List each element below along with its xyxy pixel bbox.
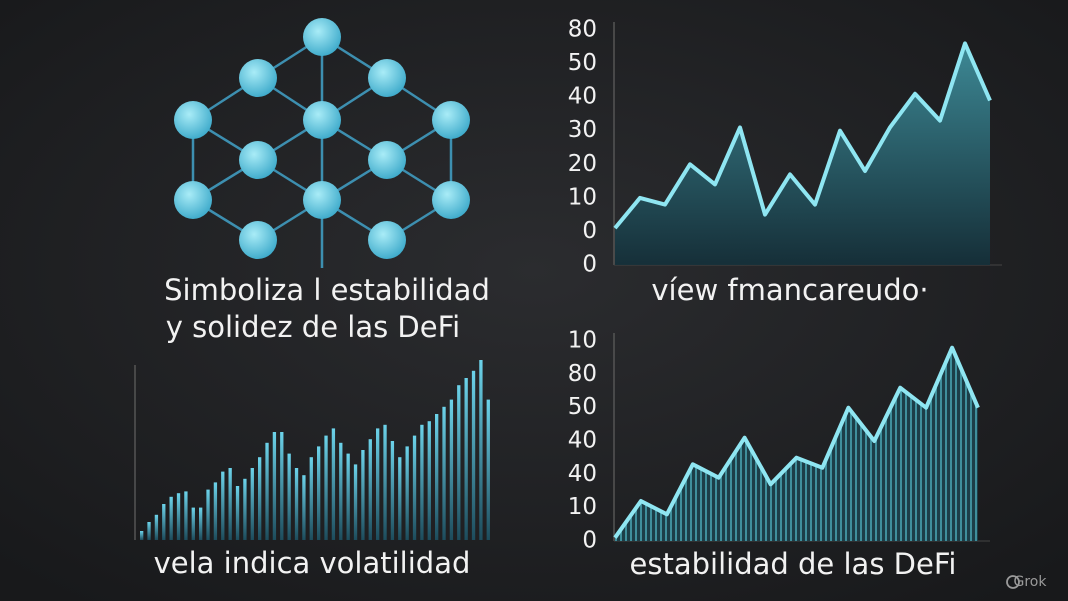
caption: víew fmancareudo· — [651, 273, 928, 307]
bar — [206, 489, 210, 540]
network-node — [174, 181, 212, 219]
watermark: Grok — [1014, 574, 1048, 590]
bar — [162, 504, 166, 540]
bar — [199, 507, 203, 540]
bar — [324, 435, 328, 540]
bar — [412, 435, 417, 540]
bar — [169, 496, 173, 540]
caption: y solidez de las DeFi — [166, 310, 460, 344]
network-node — [368, 141, 406, 179]
bar — [140, 531, 144, 540]
y-axis-label: 10 — [568, 494, 597, 520]
network-node — [303, 18, 341, 56]
area — [615, 43, 990, 266]
y-axis-label: 50 — [568, 50, 597, 76]
bar — [353, 464, 358, 540]
bar — [287, 453, 291, 540]
bar — [390, 441, 395, 540]
bar — [479, 360, 483, 540]
bar — [368, 439, 372, 540]
bar — [464, 378, 468, 540]
bar — [191, 507, 195, 540]
bar — [258, 457, 262, 540]
y-axis-label: 0 — [582, 528, 597, 554]
bar — [339, 442, 343, 540]
network-node — [174, 101, 212, 139]
bar — [449, 399, 454, 540]
y-axis-label: 40 — [568, 461, 597, 487]
caption: estabilidad de las DeFi — [630, 547, 957, 581]
y-axis-label: 40 — [568, 84, 597, 110]
y-axis-label: 0 — [582, 218, 597, 244]
line — [613, 345, 980, 539]
bar — [228, 468, 232, 540]
network-node — [303, 101, 341, 139]
bar — [383, 424, 387, 540]
y-axis-label: 10 — [568, 184, 597, 210]
bar — [420, 424, 424, 540]
bar — [442, 406, 446, 540]
bar — [471, 370, 476, 540]
network-node — [432, 101, 470, 139]
bar — [309, 457, 313, 540]
y-axis-label: 40 — [568, 428, 597, 454]
network-diagram — [174, 18, 470, 268]
y-axis-label: 80 — [568, 361, 597, 387]
bar — [398, 457, 402, 540]
bar — [154, 514, 159, 540]
network-node — [432, 181, 470, 219]
bar — [427, 421, 431, 540]
bar — [331, 428, 336, 540]
line — [613, 41, 992, 230]
bar — [376, 428, 380, 540]
bar — [280, 432, 284, 540]
bar — [176, 493, 181, 540]
caption: Simboliza l estabilidad — [164, 273, 490, 307]
y-axis-label: 0 — [582, 252, 597, 278]
bar — [486, 399, 490, 540]
network-node — [368, 221, 406, 259]
bar — [457, 385, 461, 540]
network-node — [239, 221, 277, 259]
bar — [235, 486, 240, 540]
network-node — [303, 181, 341, 219]
bar — [405, 446, 409, 540]
bar — [147, 522, 151, 540]
caption: vela indica volatilidad — [154, 546, 471, 580]
bar — [184, 491, 188, 540]
bar — [361, 450, 365, 540]
y-axis-label: 80 — [568, 17, 597, 43]
network-node — [239, 141, 277, 179]
bar — [243, 478, 247, 540]
y-axis-label: 50 — [568, 394, 597, 420]
bar — [294, 468, 299, 540]
network-node — [239, 59, 277, 97]
bar — [346, 453, 350, 540]
bar — [213, 482, 218, 540]
y-axis-label: 30 — [568, 117, 597, 143]
bar — [317, 446, 321, 540]
bar — [302, 475, 306, 540]
bar — [250, 468, 254, 540]
network-node — [368, 59, 406, 97]
y-axis-label: 20 — [568, 151, 597, 177]
area — [615, 347, 978, 541]
bar — [272, 432, 277, 540]
watermark-icon — [1006, 575, 1020, 589]
bar — [265, 442, 269, 540]
bar — [435, 414, 439, 540]
y-axis-label: 10 — [568, 328, 597, 354]
bar — [221, 471, 225, 540]
